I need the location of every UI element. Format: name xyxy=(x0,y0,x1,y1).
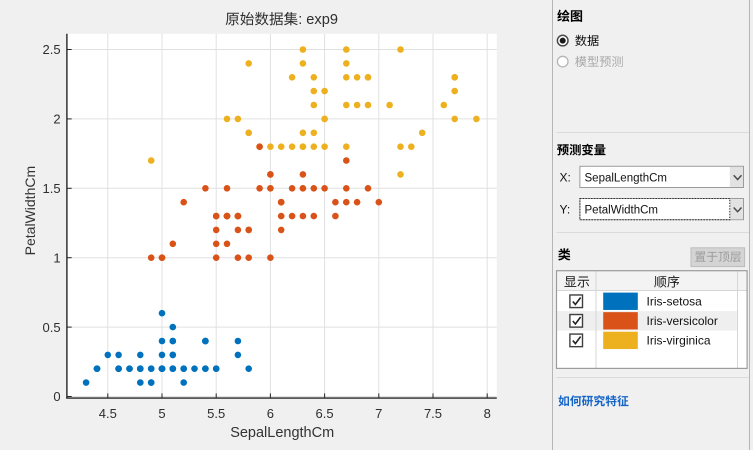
svg-text:2.5: 2.5 xyxy=(43,42,61,57)
svg-text:Iris-setosa: Iris-setosa xyxy=(647,295,703,309)
svg-text:6: 6 xyxy=(267,406,274,421)
svg-text:: exp9: : exp9 xyxy=(298,12,338,28)
svg-text:0: 0 xyxy=(53,389,60,404)
svg-text:X:: X: xyxy=(560,170,571,184)
svg-text:4.5: 4.5 xyxy=(99,406,117,421)
svg-text:6.5: 6.5 xyxy=(316,406,334,421)
svg-text:Iris-versicolor: Iris-versicolor xyxy=(647,314,718,328)
svg-text:2: 2 xyxy=(53,112,60,127)
svg-text:5.5: 5.5 xyxy=(207,406,225,421)
svg-text:0.5: 0.5 xyxy=(43,320,61,335)
svg-text:5: 5 xyxy=(158,406,165,421)
svg-text:7: 7 xyxy=(375,406,382,421)
svg-text:Iris-virginica: Iris-virginica xyxy=(647,334,711,348)
svg-text:Y:: Y: xyxy=(560,202,571,216)
svg-text:1: 1 xyxy=(53,250,60,265)
svg-text:PetalWidthCm: PetalWidthCm xyxy=(22,166,38,255)
svg-text:PetalWidthCm: PetalWidthCm xyxy=(585,205,659,217)
svg-text:7.5: 7.5 xyxy=(424,406,442,421)
svg-text:1.5: 1.5 xyxy=(43,181,61,196)
svg-text:8: 8 xyxy=(484,406,491,421)
svg-text:SepalLengthCm: SepalLengthCm xyxy=(585,173,667,185)
svg-text:SepalLengthCm: SepalLengthCm xyxy=(230,425,334,441)
